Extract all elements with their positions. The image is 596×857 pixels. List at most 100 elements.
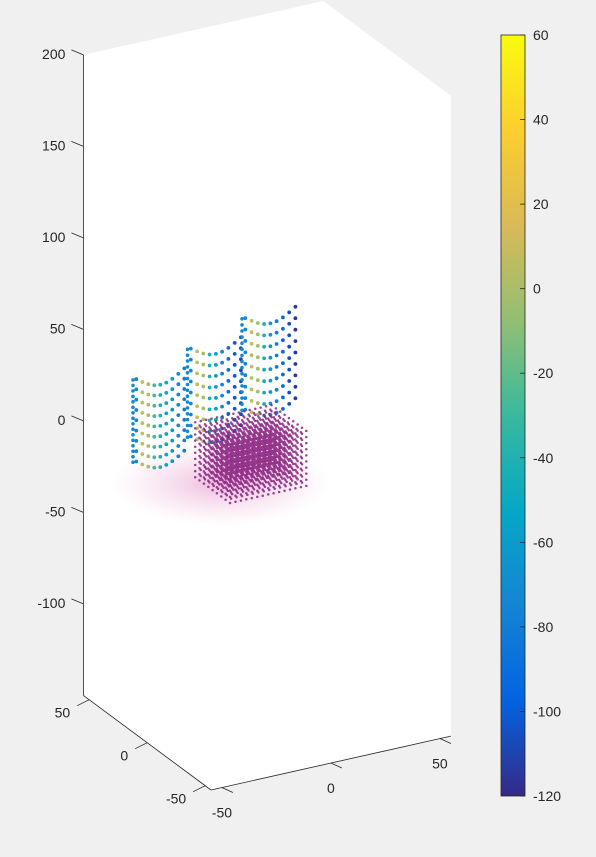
data-point xyxy=(198,466,201,470)
data-point xyxy=(170,438,175,443)
data-point xyxy=(255,321,260,325)
data-point xyxy=(266,468,270,472)
data-point xyxy=(293,350,298,355)
data-point xyxy=(277,435,281,439)
data-point xyxy=(305,478,308,482)
data-point xyxy=(201,351,206,356)
data-point xyxy=(251,437,255,440)
data-point xyxy=(249,399,254,403)
data-point xyxy=(185,353,190,358)
data-point xyxy=(215,473,219,477)
data-point xyxy=(198,479,201,482)
data-point xyxy=(228,489,232,493)
data-point xyxy=(217,428,221,431)
data-point xyxy=(140,380,145,384)
data-point xyxy=(220,489,223,492)
data-point xyxy=(211,433,214,437)
data-point xyxy=(140,411,145,415)
x-tick-label: 50 xyxy=(432,756,448,772)
data-point xyxy=(146,454,151,459)
data-point xyxy=(288,433,292,436)
data-point xyxy=(146,402,151,407)
data-point xyxy=(182,438,187,443)
data-point xyxy=(290,424,294,427)
data-point xyxy=(131,444,135,448)
data-point xyxy=(268,355,273,360)
data-point xyxy=(234,457,237,461)
data-point xyxy=(235,441,238,444)
z-tick-mark xyxy=(71,507,84,513)
y-tick-mark xyxy=(77,699,90,707)
data-point xyxy=(299,461,303,464)
data-point xyxy=(261,463,264,467)
data-point xyxy=(193,475,197,479)
data-point xyxy=(140,400,145,405)
data-point xyxy=(220,382,225,387)
data-point xyxy=(274,353,279,358)
data-point xyxy=(170,418,175,422)
data-point xyxy=(249,425,253,428)
data-point xyxy=(299,485,303,489)
z-tick-label: 200 xyxy=(42,46,66,62)
data-point xyxy=(256,446,259,450)
data-point xyxy=(276,419,280,422)
data-point xyxy=(305,435,308,439)
colorbar: 60 40 20 0 -20 -40 -60 -80 -100 -120 xyxy=(500,27,561,804)
data-point xyxy=(278,410,282,413)
data-point xyxy=(274,342,279,346)
block-series-4 xyxy=(193,403,308,505)
data-point xyxy=(203,423,207,426)
data-point xyxy=(240,353,244,358)
data-point xyxy=(272,479,275,483)
data-point xyxy=(245,467,248,471)
data-point xyxy=(131,454,135,459)
y-tick-label: 0 xyxy=(120,748,128,764)
data-point xyxy=(170,387,175,391)
data-point xyxy=(195,349,200,354)
data-point xyxy=(274,387,279,392)
data-point xyxy=(182,397,187,402)
data-point xyxy=(299,437,303,440)
data-point xyxy=(250,460,254,463)
data-point xyxy=(146,392,151,397)
data-point xyxy=(299,473,303,477)
data-point xyxy=(258,431,261,435)
data-point xyxy=(239,487,243,490)
data-point xyxy=(207,374,212,379)
x-tick-mark xyxy=(221,787,234,793)
data-point xyxy=(211,476,214,480)
data-point xyxy=(195,426,200,431)
y-tick-label: 50 xyxy=(55,705,71,721)
data-point xyxy=(146,444,151,448)
data-point xyxy=(294,462,297,466)
data-point xyxy=(228,465,232,468)
data-point xyxy=(134,428,139,433)
data-point xyxy=(232,374,237,378)
data-point xyxy=(182,366,187,371)
data-point xyxy=(146,382,151,387)
data-point xyxy=(220,483,223,486)
data-point xyxy=(134,408,139,412)
data-point xyxy=(274,399,279,404)
data-point xyxy=(185,388,190,393)
data-point xyxy=(146,433,151,438)
data-point xyxy=(244,426,247,430)
data-point xyxy=(215,437,219,440)
data-point xyxy=(212,429,215,433)
data-point xyxy=(195,382,200,387)
data-point xyxy=(281,395,285,400)
data-point xyxy=(201,406,206,411)
data-point xyxy=(234,463,237,467)
data-point xyxy=(220,349,225,354)
colorbar-tick-label: 60 xyxy=(533,27,549,43)
data-point xyxy=(152,393,157,398)
data-point xyxy=(256,489,259,493)
data-point xyxy=(262,435,266,438)
data-point xyxy=(250,484,254,488)
data-point xyxy=(158,465,163,469)
data-point xyxy=(185,382,190,387)
data-point xyxy=(198,424,201,427)
data-point xyxy=(201,384,206,389)
data-point xyxy=(283,413,286,417)
data-point xyxy=(249,330,254,335)
